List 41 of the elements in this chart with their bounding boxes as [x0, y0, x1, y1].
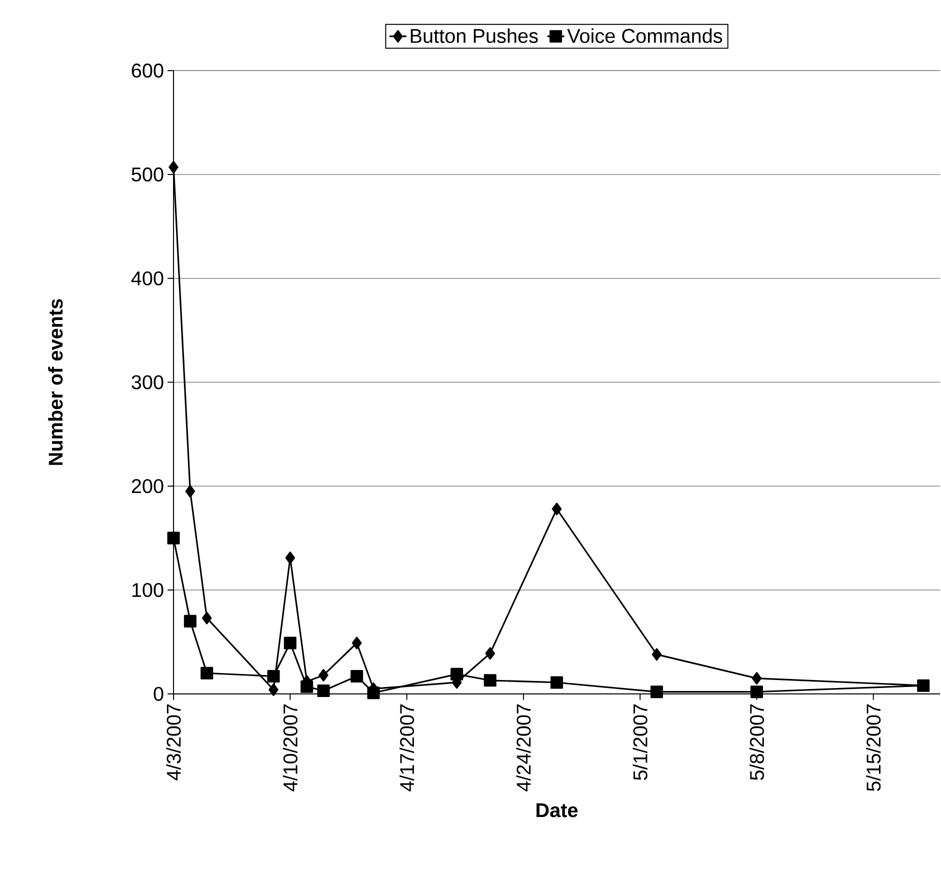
point: [352, 636, 362, 650]
y-tick-label: 0: [154, 686, 164, 702]
point: [202, 612, 212, 624]
y-tick-label: 300: [132, 375, 164, 390]
y-tick-label: 500: [132, 168, 164, 182]
point: [484, 674, 496, 687]
point: [185, 485, 196, 498]
point: [652, 648, 662, 661]
point: [318, 669, 328, 682]
point: [284, 636, 296, 650]
point: [650, 686, 664, 698]
point: [752, 672, 762, 685]
y-axis-title: Number of events: [48, 299, 63, 465]
y-tick-label: 100: [132, 583, 164, 598]
point: [317, 684, 330, 698]
x-tick-label: 4/3/2007: [166, 704, 181, 780]
y-tick-label: 400: [131, 271, 164, 286]
point: [200, 666, 214, 680]
x-axis-title: Date: [536, 803, 578, 818]
y-tick-label: 600: [132, 64, 164, 78]
point: [184, 615, 196, 628]
x-tick-label: 5/8/2007: [749, 704, 764, 780]
point: [268, 684, 278, 696]
x-tick-label: 4/17/2007: [400, 704, 414, 792]
x-tick-label: 5/15/2007: [866, 704, 881, 792]
x-tick-label: 4/10/2007: [282, 704, 298, 792]
legend-label: Button Pushes: [410, 28, 538, 44]
y-tick-label: 200: [132, 479, 164, 494]
point: [285, 552, 296, 564]
point: [267, 670, 280, 683]
x-tick-label: 4/24/2007: [516, 704, 531, 792]
x-tick-label: 5/1/2007: [632, 704, 648, 780]
point: [168, 161, 178, 174]
point: [167, 532, 180, 544]
point: [350, 670, 364, 683]
legend-label: Voice Commands: [567, 28, 722, 44]
point: [450, 668, 464, 681]
point: [550, 676, 564, 689]
point: [485, 647, 496, 660]
point: [750, 686, 763, 698]
point: [552, 502, 562, 516]
